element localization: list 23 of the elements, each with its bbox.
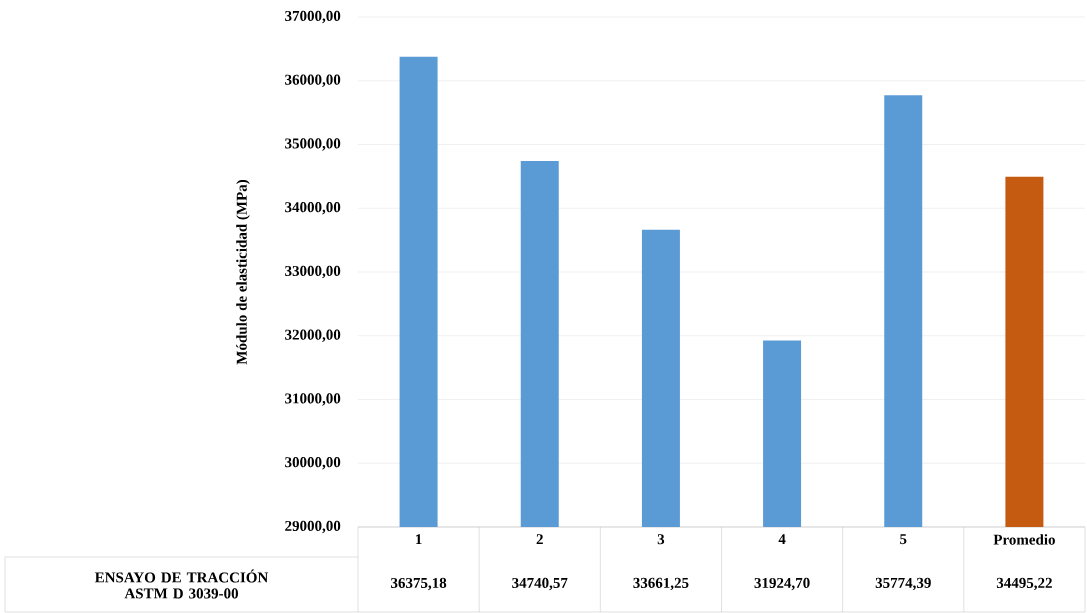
data-label: 34495,22 (996, 577, 1052, 591)
x-tick-label: 2 (536, 534, 543, 545)
x-tick-label: 3 (657, 534, 665, 545)
x-tick-label: 5 (900, 534, 907, 545)
y-tick-label: 32000,00 (285, 329, 341, 342)
y-tick-label: 34000,00 (285, 202, 341, 215)
data-label: 34740,57 (512, 577, 568, 591)
y-tick-label: 36000,00 (285, 74, 341, 87)
data-label: 31924,70 (754, 577, 810, 591)
data-label: 35774,39 (875, 577, 931, 591)
y-axis-title: Módulo de elasticidad (MPa) (236, 179, 250, 365)
x-tick-label: Promedio (993, 534, 1055, 545)
y-tick-label: 30000,00 (285, 457, 341, 470)
y-tick-label: 33000,00 (285, 265, 341, 279)
y-tick-label: 35000,00 (285, 138, 341, 151)
y-tick-label: 31000,00 (285, 393, 341, 406)
x-tick-label: 1 (416, 534, 422, 545)
y-tick-label: 29000,00 (285, 520, 341, 534)
x-tick-label: 4 (778, 534, 786, 545)
text: ENSAYO DE TRACCIÓN ASTM D 3039-00 (94, 569, 269, 599)
data-label: 33661,25 (633, 577, 689, 591)
y-tick-label: 37000,00 (285, 10, 341, 24)
data-label: 36375,18 (391, 577, 447, 591)
